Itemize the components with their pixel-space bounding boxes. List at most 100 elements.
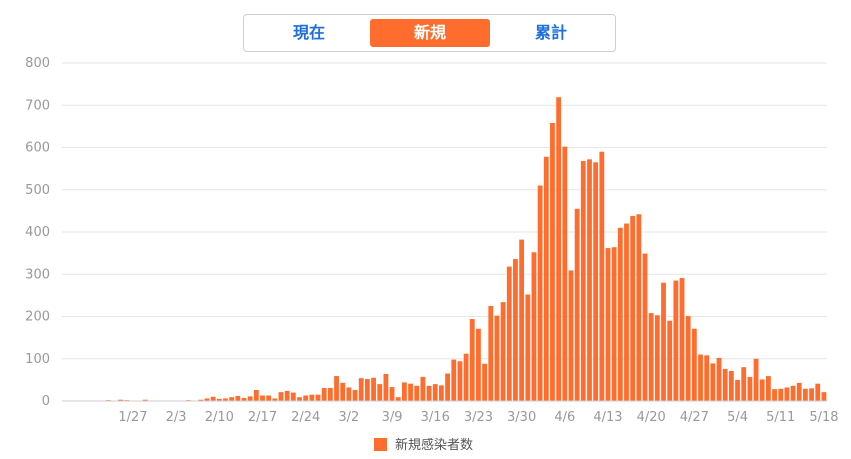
x-tick-label: 2/10: [205, 410, 234, 425]
tab-new[interactable]: 新規: [370, 19, 490, 47]
bar: [636, 214, 642, 401]
bar: [550, 123, 555, 401]
bar: [568, 270, 574, 401]
tab-cumulative[interactable]: 累計: [534, 23, 567, 42]
bar: [488, 305, 494, 401]
bar: [284, 390, 290, 401]
bar: [216, 398, 222, 401]
bar: [815, 383, 821, 401]
x-tick-label: 2/24: [291, 410, 320, 425]
bar: [531, 252, 537, 401]
bar: [346, 387, 352, 401]
x-tick-label: 1/27: [118, 410, 147, 425]
x-tick-label: 3/9: [382, 410, 403, 425]
bar: [747, 376, 753, 401]
bar: [432, 384, 438, 401]
bar: [654, 315, 660, 401]
y-tick-label: 600: [25, 141, 50, 156]
bar: [457, 361, 463, 401]
bar: [673, 280, 679, 401]
bar: [624, 223, 629, 401]
bar: [383, 373, 389, 401]
bar-chart: 0 100 200 300 400 500 600 700 800 1/27 2/3 2/10 2/17…: [25, 56, 838, 425]
bar: [142, 399, 148, 401]
bar: [451, 359, 457, 401]
bar: [315, 394, 321, 401]
bar: [580, 161, 586, 401]
y-tick-label: 700: [25, 98, 50, 113]
x-tick-label: 3/23: [464, 410, 493, 425]
bar: [420, 376, 426, 401]
bar: [260, 395, 265, 401]
bar: [469, 319, 475, 401]
bar: [334, 376, 339, 401]
bar: [821, 392, 827, 401]
bar: [395, 397, 401, 401]
bar: [364, 379, 370, 401]
bar: [537, 185, 543, 401]
bar: [611, 247, 617, 401]
x-tick-label: 3/2: [338, 410, 359, 425]
bar: [253, 390, 259, 401]
y-tick-label: 400: [25, 225, 50, 240]
bar: [803, 388, 808, 401]
bar: [297, 397, 302, 401]
bar: [445, 373, 450, 401]
legend-label: 新規感染者数: [395, 438, 474, 453]
bar: [679, 278, 685, 401]
bar: [562, 146, 568, 401]
y-tick-label: 200: [25, 310, 50, 325]
bar: [772, 389, 777, 401]
x-tick-label: 4/20: [637, 410, 666, 425]
bar: [722, 368, 728, 401]
bar: [235, 395, 241, 401]
bar: [377, 384, 383, 401]
bar: [741, 367, 747, 401]
bar: [303, 395, 309, 401]
bar: [500, 302, 506, 401]
bar: [463, 353, 469, 401]
legend: 新規感染者数: [374, 436, 473, 456]
bar: [698, 354, 703, 401]
bar: [704, 355, 710, 401]
bar: [426, 385, 432, 401]
x-tick-label: 4/6: [554, 410, 575, 425]
bar: [513, 259, 518, 401]
bar: [358, 378, 364, 401]
bar: [408, 383, 413, 401]
bar: [648, 313, 654, 401]
bar: [266, 395, 272, 401]
bar: [321, 387, 327, 401]
bar: [759, 379, 765, 401]
bar: [494, 315, 500, 401]
bar: [735, 379, 740, 402]
y-tick-label: 800: [25, 56, 50, 71]
bar: [661, 282, 666, 401]
bar: [340, 382, 346, 401]
y-tick-label: 100: [25, 352, 50, 367]
bar: [593, 162, 599, 401]
bar: [439, 385, 444, 401]
bar: [667, 320, 673, 401]
x-tick-label: 2/17: [248, 410, 277, 425]
bar: [728, 371, 734, 401]
bar: [809, 388, 814, 401]
bar: [371, 377, 376, 401]
bar: [599, 151, 605, 401]
bar: [556, 97, 562, 401]
bar: [784, 387, 790, 401]
bar: [630, 215, 636, 401]
bar: [574, 208, 580, 401]
bar: [642, 253, 648, 401]
bar: [691, 328, 697, 401]
y-tick-label: 300: [25, 267, 50, 282]
bar: [482, 363, 487, 401]
bar: [210, 396, 216, 401]
bar: [118, 399, 124, 401]
bar: [543, 156, 549, 401]
bar: [796, 382, 802, 401]
bar: [525, 294, 531, 401]
bar: [223, 398, 228, 401]
tab-current[interactable]: 現在: [292, 23, 325, 42]
x-tick-label: 5/18: [809, 410, 838, 425]
